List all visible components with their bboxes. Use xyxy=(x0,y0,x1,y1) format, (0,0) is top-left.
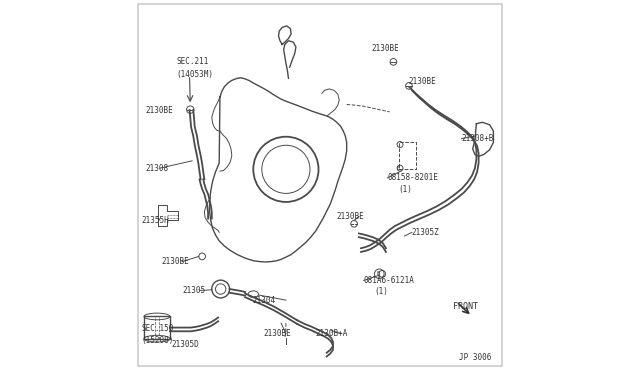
Text: 21305: 21305 xyxy=(182,286,205,295)
Text: 2130BE: 2130BE xyxy=(337,212,364,221)
Text: 2130BE: 2130BE xyxy=(145,106,173,115)
Text: B: B xyxy=(396,166,399,171)
Text: 2130B+A: 2130B+A xyxy=(316,329,348,338)
Text: 21304: 21304 xyxy=(253,296,276,305)
Text: (14053M): (14053M) xyxy=(176,70,213,79)
Text: (1): (1) xyxy=(375,287,388,296)
Text: SEC.150: SEC.150 xyxy=(141,324,173,333)
Text: 21305Z: 21305Z xyxy=(412,228,440,237)
Text: JP 3006: JP 3006 xyxy=(459,353,491,362)
Text: B: B xyxy=(376,271,380,276)
Text: 21305D: 21305D xyxy=(171,340,199,349)
Text: 21308: 21308 xyxy=(145,164,168,173)
Text: 2130BE: 2130BE xyxy=(408,77,436,86)
Text: (15208): (15208) xyxy=(141,336,173,346)
Text: 2130BE: 2130BE xyxy=(161,257,189,266)
Text: (1): (1) xyxy=(399,185,412,194)
Text: 21308+B: 21308+B xyxy=(461,134,494,143)
Text: 08158-8201E: 08158-8201E xyxy=(387,173,438,182)
Text: 2130BE: 2130BE xyxy=(264,329,291,338)
Text: 081A6-6121A: 081A6-6121A xyxy=(364,276,415,285)
Text: 2130BE: 2130BE xyxy=(371,44,399,52)
Text: SEC.211: SEC.211 xyxy=(176,57,209,66)
Text: 21355H: 21355H xyxy=(141,216,169,225)
Text: FRONT: FRONT xyxy=(452,302,477,311)
